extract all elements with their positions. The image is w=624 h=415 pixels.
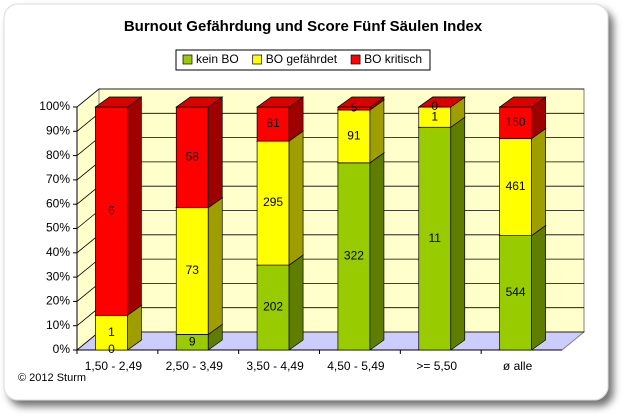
bar-shade (176, 97, 223, 107)
bar (418, 126, 452, 351)
bar-shade (289, 97, 304, 142)
legend-box (175, 49, 431, 71)
bar-shade (208, 197, 223, 335)
y-tick-label: 0% (53, 342, 71, 356)
y-tick-label: 50% (46, 221, 70, 235)
data-label: 81 (266, 116, 280, 130)
bar-shade (531, 128, 546, 236)
legend-label: BO kritisch (364, 52, 422, 66)
grid-line (76, 88, 584, 108)
data-label: 91 (347, 129, 361, 143)
x-tick-label: 2,50 - 3,49 (166, 359, 224, 373)
data-label: 5 (351, 101, 358, 115)
bar-shade (369, 152, 384, 350)
bar (256, 106, 290, 142)
bar-shade (531, 225, 546, 350)
x-tick-label: 4,50 - 5,49 (327, 359, 385, 373)
bar-shade (289, 131, 304, 266)
chart-title: Burnout Gefährdung und Score Fünf Säulen… (124, 18, 483, 35)
bar-top (175, 96, 224, 108)
data-label: 6 (108, 203, 115, 217)
bar (256, 264, 290, 351)
bar-shade (450, 117, 465, 350)
data-label: 461 (506, 179, 526, 193)
bar-top (255, 96, 305, 108)
data-label: 0 (108, 342, 115, 356)
data-label: 11 (429, 231, 442, 245)
bar-top (417, 96, 466, 108)
footer: © 2012 Sturm (18, 372, 86, 384)
data-label: 295 (263, 195, 283, 209)
bar-shade (499, 97, 546, 107)
data-label: 1 (108, 325, 115, 339)
bar-shade (418, 97, 465, 107)
bar (337, 162, 371, 351)
y-tick-label: 10% (46, 318, 70, 332)
data-label: 202 (263, 300, 283, 314)
legend-swatch (350, 54, 361, 65)
x-tick-label: >= 5,50 (416, 359, 457, 373)
bar-top (498, 96, 547, 108)
bar-shade (369, 99, 384, 163)
y-tick-label: 70% (46, 172, 70, 186)
bar-shade (95, 97, 142, 107)
y-tick-label: 100% (39, 99, 70, 113)
bar-shade (337, 97, 384, 107)
data-label: 73 (186, 263, 200, 277)
bar (337, 109, 371, 164)
bar-shade (531, 97, 546, 139)
data-label: 322 (344, 249, 364, 263)
data-label: 58 (186, 150, 200, 164)
data-label: 150 (506, 115, 526, 129)
y-tick-label: 80% (46, 148, 70, 162)
bar (499, 235, 532, 351)
x-tick-label: 3,50 - 4,49 (246, 359, 304, 373)
bar (95, 314, 128, 351)
data-label: 0 (431, 99, 438, 113)
y-tick-label: 30% (46, 269, 70, 283)
bar-top (336, 96, 386, 108)
data-label: 1 (431, 109, 438, 123)
bar (499, 106, 532, 139)
y-tick-label: 40% (46, 245, 70, 259)
bar-shade (289, 255, 304, 350)
y-tick-label: 90% (46, 123, 70, 137)
bar-shade (369, 97, 384, 110)
legend-label: kein BO (196, 52, 239, 66)
bar-shade (127, 305, 142, 350)
data-label: 544 (506, 285, 526, 299)
x-tick-label: ø alle (503, 359, 533, 373)
legend-label: BO gefährdet (266, 52, 338, 66)
bar-shade (208, 97, 223, 208)
bar (499, 138, 532, 236)
bar (95, 106, 128, 316)
bar-shade (208, 324, 223, 350)
legend-swatch (252, 54, 263, 65)
x-tick-label: 1,50 - 2,49 (85, 359, 143, 373)
y-tick-label: 60% (46, 196, 70, 210)
y-tick-label: 20% (46, 294, 70, 308)
bar-shade (257, 97, 304, 107)
legend-swatch (182, 54, 193, 65)
data-label: 9 (189, 334, 196, 348)
bar-shade (127, 97, 142, 316)
bar (256, 140, 290, 266)
bar-top (94, 96, 143, 108)
